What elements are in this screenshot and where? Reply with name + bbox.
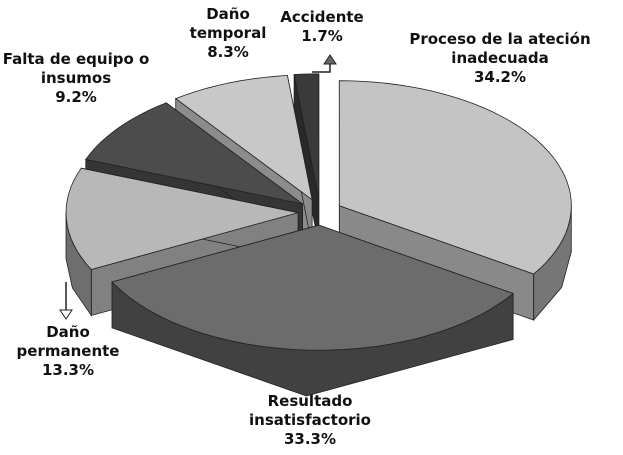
slice bbox=[174, 74, 313, 201]
slice bbox=[85, 102, 303, 205]
slice-label: Accidente 1.7% bbox=[277, 8, 367, 46]
category-name: Daño temporal bbox=[189, 5, 267, 42]
slice bbox=[338, 80, 572, 275]
slice-label: Falta de equipo o insumos 9.2% bbox=[1, 50, 151, 107]
slice bbox=[65, 167, 299, 270]
arrow-head bbox=[323, 54, 337, 65]
slices bbox=[65, 73, 572, 397]
category-name: Falta de equipo o insumos bbox=[2, 50, 150, 87]
value-label: 1.7% bbox=[301, 27, 343, 45]
slice-label: Resultado insatisfactorio 33.3% bbox=[235, 392, 385, 449]
value-label: 33.3% bbox=[283, 430, 337, 448]
value-label: 8.3% bbox=[207, 43, 249, 61]
slice-label: Proceso de la ateción inadecuada 34.2% bbox=[400, 30, 600, 87]
slice bbox=[111, 224, 514, 351]
slice-label: Daño temporal 8.3% bbox=[183, 5, 273, 62]
category-name: Accidente bbox=[280, 8, 364, 26]
slice bbox=[293, 73, 320, 199]
arrow-head bbox=[59, 309, 73, 320]
category-name: Daño permanente bbox=[16, 323, 120, 360]
value-label: 9.2% bbox=[55, 88, 97, 106]
value-label: 34.2% bbox=[473, 68, 527, 86]
slice-label: Daño permanente 13.3% bbox=[3, 323, 133, 380]
value-label: 13.3% bbox=[41, 361, 95, 379]
category-name: Proceso de la ateción inadecuada bbox=[409, 30, 591, 67]
leader-arrow bbox=[65, 62, 331, 312]
category-name: Resultado insatisfactorio bbox=[249, 392, 371, 429]
